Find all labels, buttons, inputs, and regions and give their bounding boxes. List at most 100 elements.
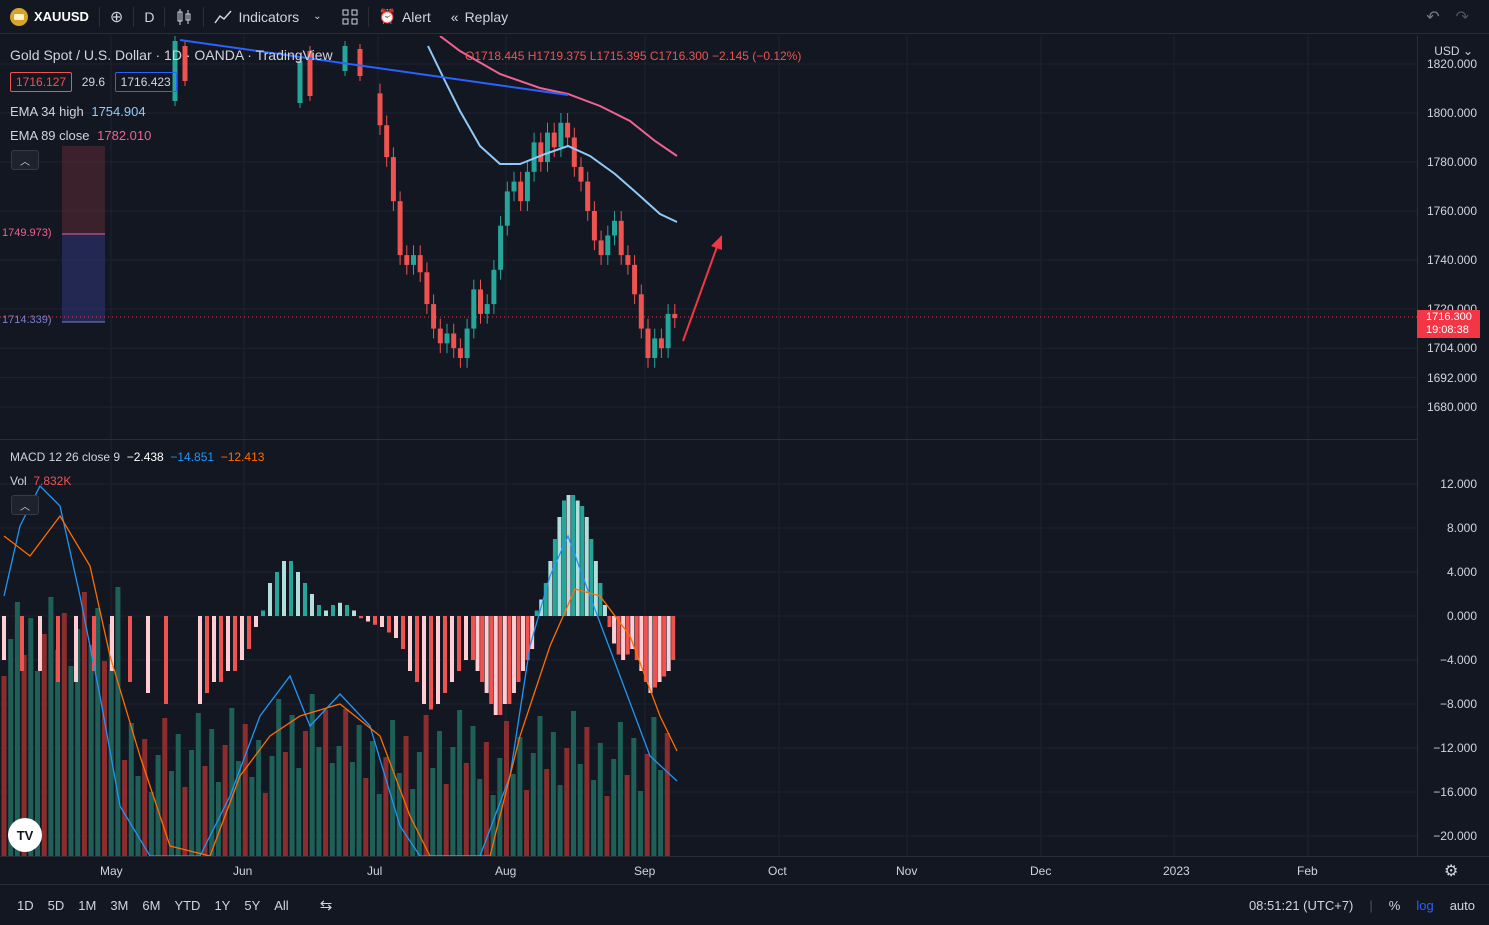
chevron-down-icon[interactable]: ⌄ <box>313 11 322 22</box>
candle-body <box>565 122 571 138</box>
volume-bar <box>236 761 241 856</box>
volume-bar <box>55 650 61 856</box>
histogram-bar <box>20 616 24 671</box>
range-button-ytd[interactable]: YTD <box>174 897 201 913</box>
volume-bar <box>450 747 456 856</box>
auto-scale-toggle[interactable]: auto <box>1449 897 1475 913</box>
range-button-5d[interactable]: 5D <box>47 897 65 913</box>
settings-gear-icon[interactable]: ⚙ <box>1444 863 1459 880</box>
clock[interactable]: 08:51:21 (UTC+7) <box>1248 897 1354 913</box>
volume-bar <box>644 754 650 856</box>
collapse-macd-legend-button[interactable]: ︿ <box>11 495 39 515</box>
macd-tick-label: −20.000 <box>1433 829 1477 843</box>
volume-bar <box>477 779 483 856</box>
time-axis[interactable]: May Jun Jul Aug Sep Oct Nov Dec 2023 Feb ⚙ <box>0 856 1489 884</box>
range-button-1d[interactable]: 1D <box>17 897 34 913</box>
volume-bar <box>658 770 664 856</box>
ema34-value: 1754.904 <box>91 104 146 119</box>
volume-bar <box>443 784 449 856</box>
histogram-bar <box>530 616 535 649</box>
undo-icon[interactable]: ↶ <box>1426 8 1440 26</box>
candle-body <box>578 166 584 182</box>
replay-button[interactable]: « Replay <box>441 0 518 34</box>
histogram-bar <box>296 572 300 616</box>
candle-body <box>411 255 416 265</box>
range-button-1y[interactable]: 1Y <box>214 897 231 913</box>
bar-countdown: 19:08:38 <box>1426 324 1469 336</box>
volume-bar <box>651 717 657 856</box>
candle-body <box>598 240 604 256</box>
chart-canvas[interactable] <box>0 36 1417 856</box>
pane-separator[interactable] <box>0 439 1489 440</box>
alert-label: Alert <box>401 8 431 25</box>
compare-add-icon[interactable]: ⊕ <box>109 8 124 26</box>
histogram-bar <box>552 539 557 616</box>
histogram-bar <box>475 616 480 671</box>
macd-value: −2.438 <box>126 450 164 464</box>
symbol-label: XAUUSD <box>34 9 89 24</box>
templates-grid-icon[interactable] <box>332 0 368 34</box>
target-zone[interactable] <box>62 234 105 322</box>
interval-button[interactable]: D <box>144 8 155 25</box>
range-button-all[interactable]: All <box>274 897 289 913</box>
histogram-bar <box>493 616 498 715</box>
macd-line[interactable] <box>3 484 678 856</box>
buy-price[interactable]: 1716.423 <box>114 72 177 92</box>
histogram-bar <box>164 616 168 704</box>
histogram-bar <box>480 616 485 682</box>
ema34-legend[interactable]: EMA 34 high 1754.904 <box>10 104 146 119</box>
redo-icon[interactable]: ↷ <box>1455 8 1469 26</box>
divider: | <box>1369 897 1373 913</box>
range-button-6m[interactable]: 6M <box>142 897 161 913</box>
sell-price[interactable]: 1716.127 <box>10 72 73 92</box>
volume-bar <box>242 724 248 856</box>
macd-legend[interactable]: MACD 12 26 close 9 −2.438 −14.851 −12.41… <box>10 449 264 464</box>
volume-bar <box>61 613 67 856</box>
alert-button[interactable]: ⏰ Alert <box>369 0 441 34</box>
range-button-3m[interactable]: 3M <box>110 897 129 913</box>
histogram-bar <box>247 616 251 649</box>
date-range-calendar-icon[interactable]: ⇆ <box>319 897 333 914</box>
divider <box>164 6 166 27</box>
candles-style-icon[interactable] <box>165 0 203 34</box>
volume-bar <box>383 757 389 856</box>
currency-selector[interactable]: USD ⌄ <box>1434 44 1473 58</box>
histogram-bar <box>557 517 562 616</box>
price-tick-label: 1704.000 <box>1426 341 1477 356</box>
volume-legend[interactable]: Vol 7.832K <box>10 473 71 488</box>
histogram-bar <box>268 583 272 616</box>
price-tick-label: 1800.000 <box>1426 106 1477 120</box>
collapse-legend-button[interactable]: ︿ <box>11 150 39 170</box>
log-scale-toggle[interactable]: log <box>1416 897 1434 913</box>
volume-bar <box>356 725 362 856</box>
ema-34-line[interactable] <box>427 45 678 223</box>
indicators-button[interactable]: Indicators ⌄ <box>204 0 331 34</box>
histogram-bar <box>548 561 553 616</box>
time-tick-label: Nov <box>896 864 918 878</box>
histogram-bar <box>662 616 667 677</box>
macd-tick-label: −4.000 <box>1439 653 1477 667</box>
divider <box>367 6 369 27</box>
volume-bar <box>202 766 208 856</box>
undo-redo-group: ↶ ↷ <box>1426 7 1489 27</box>
macd-histogram <box>2 495 676 715</box>
volume-bar <box>396 773 402 856</box>
downtrend-line[interactable] <box>179 39 569 96</box>
signal-line[interactable] <box>3 514 678 856</box>
histogram-bar <box>233 616 237 671</box>
volume-bar <box>638 791 643 856</box>
candle-body <box>307 51 313 96</box>
stop-zone[interactable] <box>62 146 105 234</box>
ema89-legend[interactable]: EMA 89 close 1782.010 <box>10 128 151 143</box>
range-button-1m[interactable]: 1M <box>78 897 97 913</box>
tradingview-logo[interactable]: TV <box>8 818 42 852</box>
percent-scale-toggle[interactable]: % <box>1388 897 1401 913</box>
histogram-bar <box>464 616 468 660</box>
volume-bar <box>14 602 20 856</box>
range-button-5y[interactable]: 5Y <box>244 897 261 913</box>
up-arrow-shaft[interactable] <box>682 243 719 342</box>
histogram-bar <box>630 616 635 649</box>
price-axis[interactable]: USD ⌄ 1820.000 1800.000 1780.000 1760.000 17… <box>1417 36 1489 856</box>
symbol-search[interactable]: XAUUSD <box>0 0 99 34</box>
volume-bar <box>457 710 463 856</box>
